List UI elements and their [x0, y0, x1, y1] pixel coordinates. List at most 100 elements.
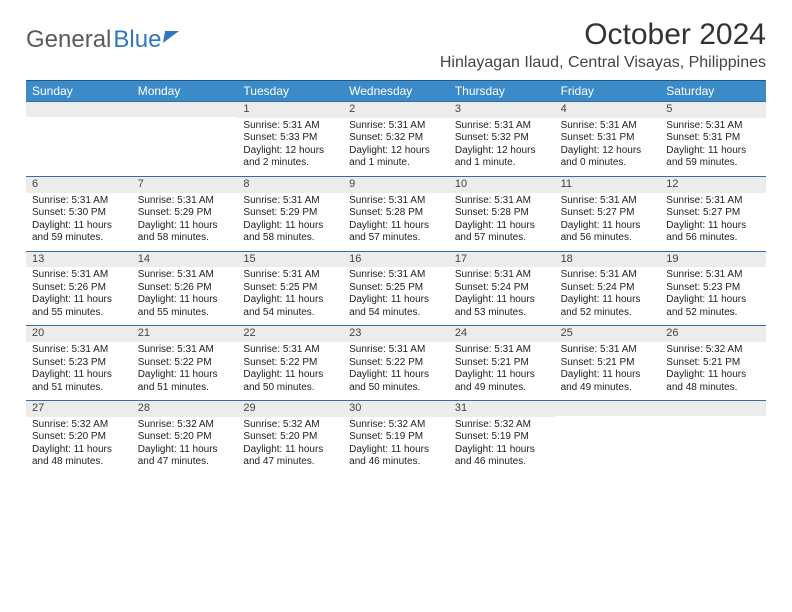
sunrise-line: Sunrise: 5:32 AM [32, 419, 126, 432]
daylight-line-2: and 49 minutes. [561, 382, 655, 395]
day-number: 2 [343, 102, 449, 118]
daylight-line-2: and 57 minutes. [455, 232, 549, 245]
sunrise-line: Sunrise: 5:31 AM [32, 269, 126, 282]
day-number: 1 [237, 102, 343, 118]
sunset-line: Sunset: 5:20 PM [138, 431, 232, 444]
day-header-cell: Tuesday [237, 81, 343, 101]
daylight-line: Daylight: 11 hours [561, 294, 655, 307]
header-row: GeneralBlue October 2024 Hinlayagan Ilau… [26, 18, 766, 72]
sunset-line: Sunset: 5:23 PM [666, 282, 760, 295]
cell-body: Sunrise: 5:31 AMSunset: 5:29 PMDaylight:… [237, 193, 343, 251]
cell-body: Sunrise: 5:31 AMSunset: 5:24 PMDaylight:… [555, 267, 661, 325]
sunrise-line: Sunrise: 5:31 AM [455, 269, 549, 282]
calendar-cell: 15Sunrise: 5:31 AMSunset: 5:25 PMDayligh… [237, 252, 343, 326]
cell-body: Sunrise: 5:31 AMSunset: 5:28 PMDaylight:… [449, 193, 555, 251]
cell-body: Sunrise: 5:32 AMSunset: 5:21 PMDaylight:… [660, 342, 766, 400]
cell-body: Sunrise: 5:31 AMSunset: 5:26 PMDaylight:… [26, 267, 132, 325]
cell-body: Sunrise: 5:31 AMSunset: 5:33 PMDaylight:… [237, 118, 343, 176]
daylight-line: Daylight: 11 hours [138, 369, 232, 382]
daylight-line: Daylight: 12 hours [349, 145, 443, 158]
day-number: 24 [449, 326, 555, 342]
daylight-line: Daylight: 12 hours [243, 145, 337, 158]
calendar-cell: 18Sunrise: 5:31 AMSunset: 5:24 PMDayligh… [555, 252, 661, 326]
daylight-line: Daylight: 11 hours [349, 444, 443, 457]
week-row: 20Sunrise: 5:31 AMSunset: 5:23 PMDayligh… [26, 325, 766, 400]
daylight-line-2: and 48 minutes. [666, 382, 760, 395]
daylight-line-2: and 59 minutes. [666, 157, 760, 170]
sunrise-line: Sunrise: 5:31 AM [561, 344, 655, 357]
calendar-cell: 30Sunrise: 5:32 AMSunset: 5:19 PMDayligh… [343, 401, 449, 475]
cell-body: Sunrise: 5:31 AMSunset: 5:32 PMDaylight:… [449, 118, 555, 176]
daylight-line: Daylight: 11 hours [349, 294, 443, 307]
calendar-cell: 28Sunrise: 5:32 AMSunset: 5:20 PMDayligh… [132, 401, 238, 475]
day-header-cell: Saturday [660, 81, 766, 101]
sunset-line: Sunset: 5:31 PM [561, 132, 655, 145]
sunrise-line: Sunrise: 5:31 AM [666, 195, 760, 208]
sunset-line: Sunset: 5:20 PM [32, 431, 126, 444]
daylight-line: Daylight: 11 hours [243, 444, 337, 457]
sunset-line: Sunset: 5:32 PM [349, 132, 443, 145]
location-subtitle: Hinlayagan Ilaud, Central Visayas, Phili… [440, 54, 766, 72]
daylight-line: Daylight: 11 hours [666, 294, 760, 307]
calendar-cell: 1Sunrise: 5:31 AMSunset: 5:33 PMDaylight… [237, 102, 343, 176]
daylight-line-2: and 56 minutes. [561, 232, 655, 245]
sunset-line: Sunset: 5:33 PM [243, 132, 337, 145]
calendar-cell: 29Sunrise: 5:32 AMSunset: 5:20 PMDayligh… [237, 401, 343, 475]
daylight-line-2: and 55 minutes. [32, 307, 126, 320]
daylight-line: Daylight: 11 hours [243, 294, 337, 307]
cell-body: Sunrise: 5:31 AMSunset: 5:22 PMDaylight:… [132, 342, 238, 400]
cell-body: Sunrise: 5:32 AMSunset: 5:20 PMDaylight:… [237, 417, 343, 475]
week-row: 1Sunrise: 5:31 AMSunset: 5:33 PMDaylight… [26, 101, 766, 176]
cell-body: Sunrise: 5:32 AMSunset: 5:20 PMDaylight:… [26, 417, 132, 475]
day-number: 27 [26, 401, 132, 417]
daylight-line-2: and 47 minutes. [243, 456, 337, 469]
day-number: 29 [237, 401, 343, 417]
sunset-line: Sunset: 5:30 PM [32, 207, 126, 220]
day-number [555, 401, 661, 416]
day-header-cell: Thursday [449, 81, 555, 101]
daylight-line-2: and 48 minutes. [32, 456, 126, 469]
week-row: 13Sunrise: 5:31 AMSunset: 5:26 PMDayligh… [26, 251, 766, 326]
day-number: 25 [555, 326, 661, 342]
sunset-line: Sunset: 5:20 PM [243, 431, 337, 444]
month-title: October 2024 [440, 18, 766, 52]
calendar-cell: 17Sunrise: 5:31 AMSunset: 5:24 PMDayligh… [449, 252, 555, 326]
title-block: October 2024 Hinlayagan Ilaud, Central V… [440, 18, 766, 72]
sunrise-line: Sunrise: 5:31 AM [243, 269, 337, 282]
daylight-line-2: and 46 minutes. [455, 456, 549, 469]
daylight-line-2: and 49 minutes. [455, 382, 549, 395]
cell-body [555, 416, 661, 470]
cell-body: Sunrise: 5:31 AMSunset: 5:27 PMDaylight:… [555, 193, 661, 251]
sunset-line: Sunset: 5:29 PM [138, 207, 232, 220]
sunrise-line: Sunrise: 5:31 AM [138, 269, 232, 282]
cell-body: Sunrise: 5:31 AMSunset: 5:29 PMDaylight:… [132, 193, 238, 251]
cell-body: Sunrise: 5:32 AMSunset: 5:20 PMDaylight:… [132, 417, 238, 475]
daylight-line: Daylight: 11 hours [138, 444, 232, 457]
sunset-line: Sunset: 5:22 PM [349, 357, 443, 370]
calendar-cell: 11Sunrise: 5:31 AMSunset: 5:27 PMDayligh… [555, 177, 661, 251]
calendar-cell: 21Sunrise: 5:31 AMSunset: 5:22 PMDayligh… [132, 326, 238, 400]
daylight-line: Daylight: 11 hours [455, 294, 549, 307]
day-number: 18 [555, 252, 661, 268]
daylight-line: Daylight: 11 hours [243, 220, 337, 233]
day-header-cell: Sunday [26, 81, 132, 101]
daylight-line: Daylight: 12 hours [561, 145, 655, 158]
sunset-line: Sunset: 5:21 PM [666, 357, 760, 370]
sunrise-line: Sunrise: 5:32 AM [666, 344, 760, 357]
calendar-cell: 14Sunrise: 5:31 AMSunset: 5:26 PMDayligh… [132, 252, 238, 326]
daylight-line: Daylight: 11 hours [243, 369, 337, 382]
day-number: 10 [449, 177, 555, 193]
calendar-cell: 19Sunrise: 5:31 AMSunset: 5:23 PMDayligh… [660, 252, 766, 326]
daylight-line-2: and 2 minutes. [243, 157, 337, 170]
calendar-cell: 12Sunrise: 5:31 AMSunset: 5:27 PMDayligh… [660, 177, 766, 251]
cell-body [26, 117, 132, 171]
sunset-line: Sunset: 5:28 PM [455, 207, 549, 220]
day-number: 12 [660, 177, 766, 193]
calendar-cell: 9Sunrise: 5:31 AMSunset: 5:28 PMDaylight… [343, 177, 449, 251]
daylight-line: Daylight: 11 hours [666, 369, 760, 382]
calendar-cell: 10Sunrise: 5:31 AMSunset: 5:28 PMDayligh… [449, 177, 555, 251]
calendar-cell: 23Sunrise: 5:31 AMSunset: 5:22 PMDayligh… [343, 326, 449, 400]
day-number [132, 102, 238, 117]
sunset-line: Sunset: 5:19 PM [349, 431, 443, 444]
daylight-line-2: and 47 minutes. [138, 456, 232, 469]
